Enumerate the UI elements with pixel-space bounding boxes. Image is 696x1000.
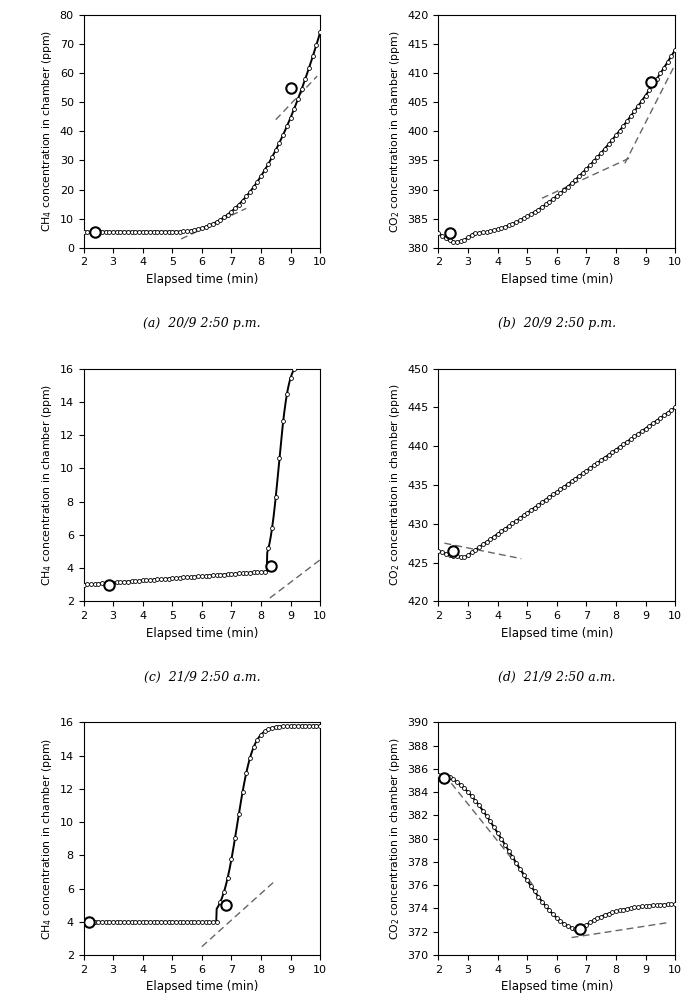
X-axis label: Elapsed time (min): Elapsed time (min) xyxy=(500,627,613,640)
X-axis label: Elapsed time (min): Elapsed time (min) xyxy=(145,627,258,640)
Y-axis label: CO$_2$ concentration in chamber (ppm): CO$_2$ concentration in chamber (ppm) xyxy=(388,737,402,940)
X-axis label: Elapsed time (min): Elapsed time (min) xyxy=(145,980,258,993)
X-axis label: Elapsed time (min): Elapsed time (min) xyxy=(500,980,613,993)
Text: (a)  20/9 2:50 p.m.: (a) 20/9 2:50 p.m. xyxy=(143,317,261,330)
Y-axis label: CO$_2$ concentration in chamber (ppm): CO$_2$ concentration in chamber (ppm) xyxy=(388,30,402,233)
Text: (d)  21/9 2:50 a.m.: (d) 21/9 2:50 a.m. xyxy=(498,671,616,684)
Y-axis label: CH$_4$ concentration in chamber (ppm): CH$_4$ concentration in chamber (ppm) xyxy=(40,384,54,586)
Text: (c)  21/9 2:50 a.m.: (c) 21/9 2:50 a.m. xyxy=(143,671,260,684)
X-axis label: Elapsed time (min): Elapsed time (min) xyxy=(500,273,613,286)
Y-axis label: CO$_2$ concentration in chamber (ppm): CO$_2$ concentration in chamber (ppm) xyxy=(388,384,402,586)
X-axis label: Elapsed time (min): Elapsed time (min) xyxy=(145,273,258,286)
Y-axis label: CH$_4$ concentration in chamber (ppm): CH$_4$ concentration in chamber (ppm) xyxy=(40,30,54,232)
Y-axis label: CH$_4$ concentration in chamber (ppm): CH$_4$ concentration in chamber (ppm) xyxy=(40,738,54,940)
Text: (b)  20/9 2:50 p.m.: (b) 20/9 2:50 p.m. xyxy=(498,317,616,330)
